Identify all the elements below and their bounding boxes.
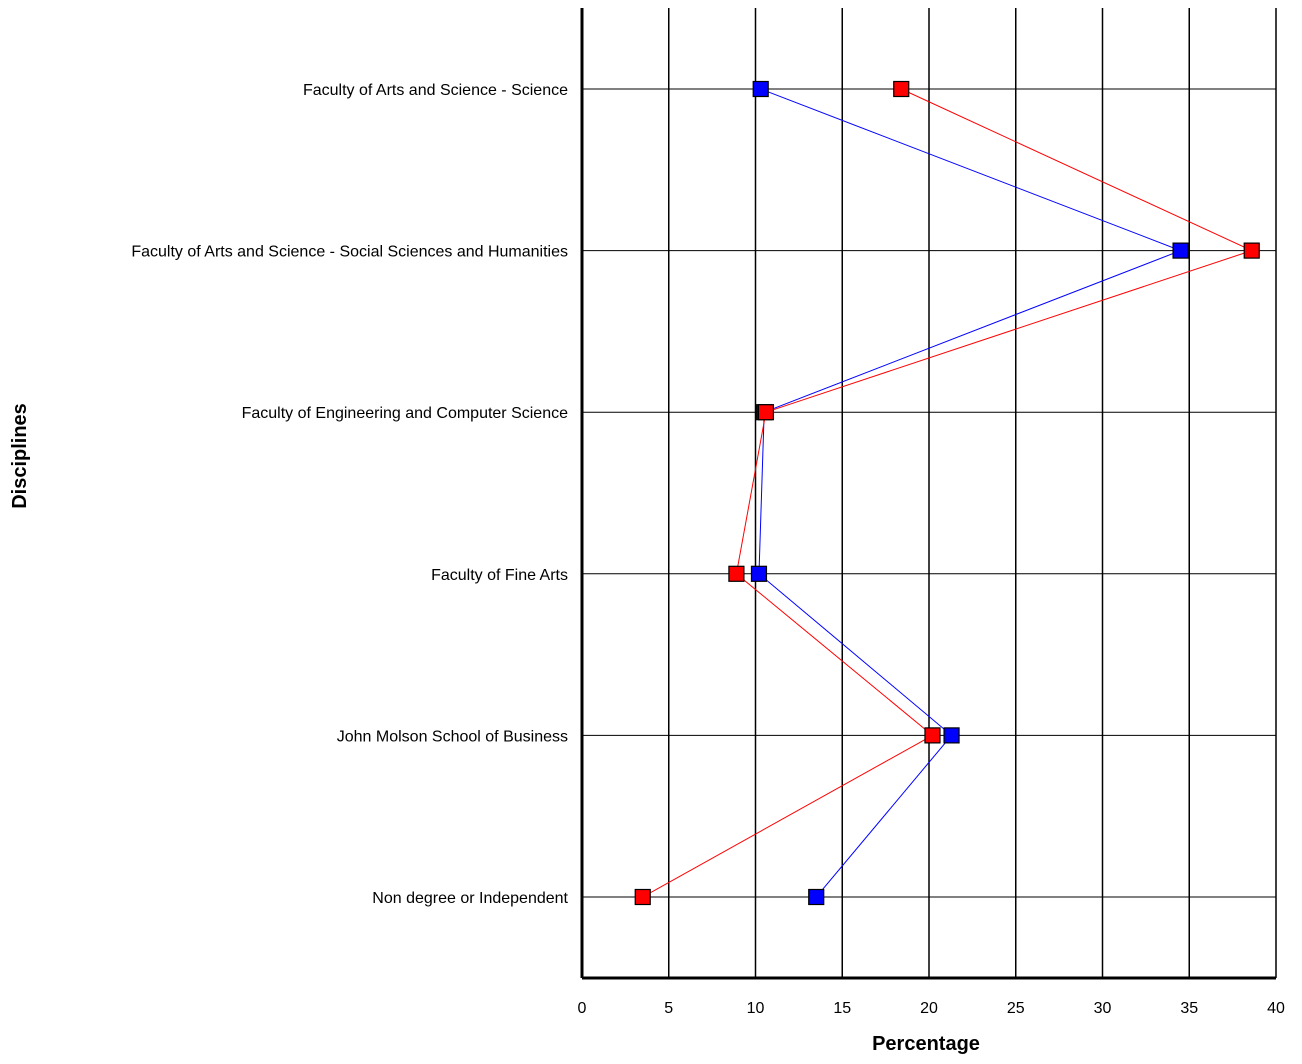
data-point-marker: [757, 404, 775, 421]
label-layer: 0 5 10 15 20 25 30 35 40 Faculty of Arts and Scie…: [131, 82, 1285, 1017]
data-point-marker: [752, 80, 769, 98]
series-layer: [634, 80, 1260, 906]
x-tick-label: 10: [747, 1000, 765, 1017]
category-label: Faculty of Fine Arts: [431, 567, 568, 584]
category-label: Faculty of Arts and Science - Social Sci…: [131, 244, 568, 261]
x-tick-label: 15: [833, 1000, 851, 1017]
data-point-marker: [893, 80, 910, 98]
x-tick-label: 40: [1267, 1000, 1285, 1017]
category-label: Faculty of Arts and Science - Science: [303, 82, 568, 99]
category-label: Faculty of Engineering and Computer Scie…: [242, 405, 569, 422]
series-line: [758, 88, 1182, 898]
data-point-marker: [808, 888, 825, 906]
data-point-marker: [1243, 242, 1260, 259]
x-tick-label: 5: [664, 1000, 673, 1017]
x-axis-title: Percentage: [872, 1033, 980, 1055]
x-tick-label: 0: [578, 1000, 587, 1017]
series-line: [642, 88, 1254, 898]
category-label: Non degree or Independent: [372, 890, 568, 907]
y-axis-title: Disciplines: [9, 403, 31, 509]
x-tick-label: 20: [920, 1000, 938, 1017]
data-point-marker: [943, 727, 960, 744]
x-tick-label: 25: [1007, 1000, 1025, 1017]
x-tick-label: 35: [1180, 1000, 1198, 1017]
category-label: John Molson School of Business: [337, 728, 568, 745]
axis-layer: [580, 8, 1276, 980]
data-point-marker: [728, 565, 745, 582]
data-point-marker: [924, 727, 941, 744]
x-tick-label: 30: [1094, 1000, 1112, 1017]
data-point-marker: [1172, 242, 1189, 259]
data-point-marker: [750, 565, 768, 582]
data-point-marker: [634, 888, 651, 906]
